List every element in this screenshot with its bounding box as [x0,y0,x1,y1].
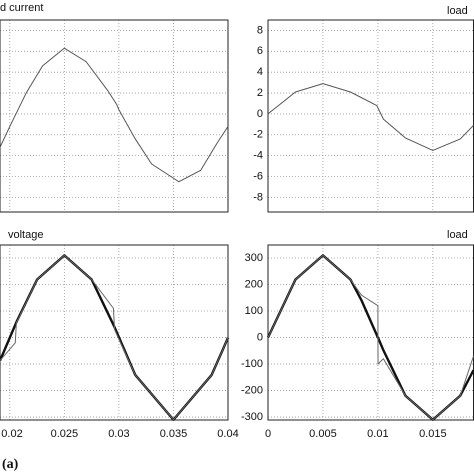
y-tick-label: 2 [257,87,263,99]
y-tick-label: -300 [241,411,263,423]
data-line [267,83,474,151]
x-tick-label: 0.015 [419,428,447,440]
y-tick-label: 300 [245,252,263,264]
y-tick-label: 6 [257,45,263,57]
x-tick-label: 0.005 [309,428,337,440]
y-tick-label: 200 [245,278,263,290]
plot-frame [0,244,229,421]
y-tick-label: -2 [253,129,263,141]
chart-title: d current [0,2,43,14]
y-tick-label: -4 [253,150,263,162]
y-tick-label: -100 [241,358,263,370]
chart-title: load [447,5,468,17]
y-tick-label: -6 [253,170,263,182]
figure-label: (a) [2,457,19,472]
y-tick-label: 100 [245,305,263,317]
x-tick-label: 0.03 [108,428,129,440]
y-tick-label: 4 [257,66,263,78]
x-tick-label: 0.035 [160,428,188,440]
y-tick-label: 0 [257,108,263,120]
plot-frame [267,244,474,421]
x-tick-label: 0.04 [217,428,238,440]
x-tick-label: 0 [265,428,271,440]
chart-title: voltage [8,229,43,241]
data-line [267,254,474,421]
data-line [0,47,229,183]
x-tick-label: 0.01 [367,428,388,440]
x-tick-label: 0.02 [1,428,22,440]
y-tick-label: 8 [257,24,263,36]
y-tick-label: -200 [241,384,263,396]
plot-frame [267,19,474,213]
x-tick-label: 0.025 [51,428,79,440]
data-line [0,254,229,421]
y-tick-label: -8 [253,191,263,203]
y-tick-label: 0 [257,331,263,343]
chart-title: load [447,229,468,241]
plot-frame [0,19,229,213]
